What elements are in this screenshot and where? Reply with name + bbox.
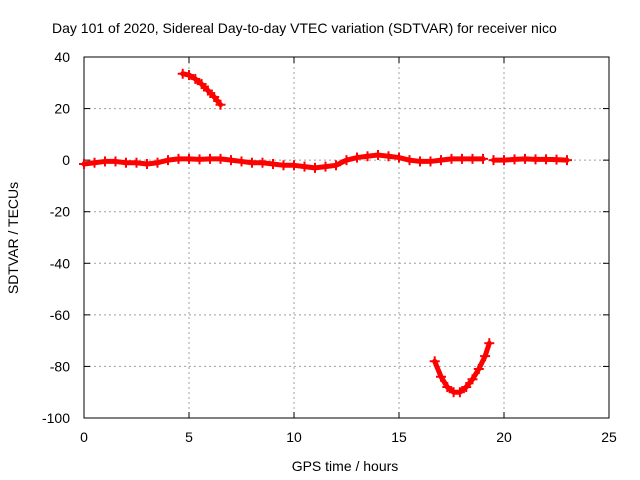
y-tick-label: -40 — [50, 255, 70, 271]
y-tick-label: -20 — [50, 204, 70, 220]
x-tick-label: 15 — [391, 429, 407, 445]
x-tick-label: 20 — [496, 429, 512, 445]
series-upper-arc — [177, 68, 226, 110]
y-tick-label: 0 — [62, 152, 70, 168]
data-layer — [79, 68, 572, 398]
series-trace-line — [432, 340, 492, 395]
series-lower-arc — [429, 338, 495, 398]
y-tick-label: -100 — [42, 410, 70, 426]
y-tick-label: -80 — [50, 358, 70, 374]
series-main-trace — [79, 149, 488, 173]
y-tick-label: 20 — [54, 101, 70, 117]
x-tick-label: 0 — [80, 429, 88, 445]
axes-layer — [83, 56, 610, 419]
plot-frame — [83, 56, 610, 419]
ticks-layer: 0 5 10 15 20 25 -100 -80 -60 -40 -20 0 20 40 — [42, 49, 617, 445]
y-tick-label: 40 — [54, 49, 70, 65]
grid-layer — [84, 57, 609, 418]
y-tick-label: -60 — [50, 307, 70, 323]
x-tick-label: 5 — [185, 429, 193, 445]
x-axis-label: GPS time / hours — [292, 458, 399, 474]
chart-title: Day 101 of 2020, Sidereal Day-to-day VTE… — [52, 20, 557, 36]
y-axis-label: SDTVAR / TECUs — [5, 182, 21, 294]
x-tick-label: 25 — [601, 429, 617, 445]
x-tick-label: 10 — [286, 429, 302, 445]
series-late-trace — [488, 153, 572, 166]
